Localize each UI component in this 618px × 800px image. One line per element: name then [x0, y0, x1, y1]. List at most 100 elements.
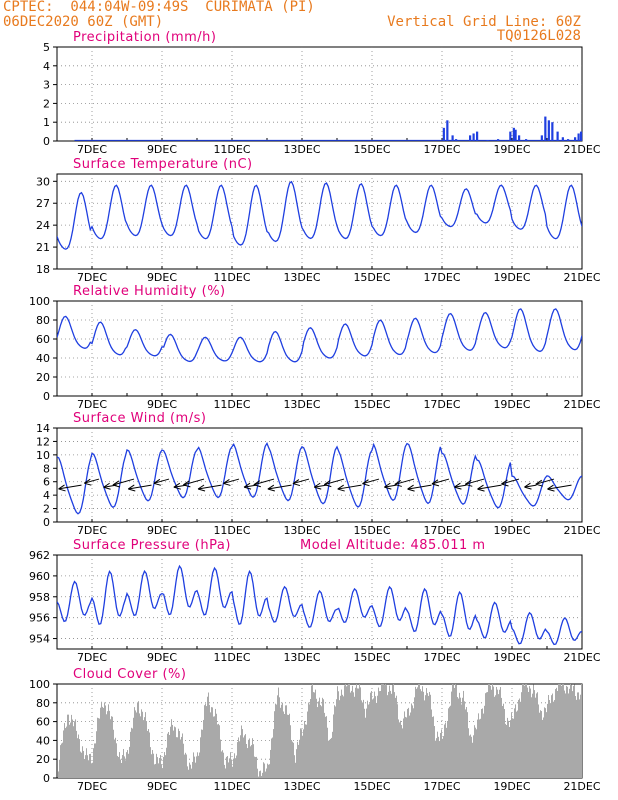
cloud-bar — [173, 730, 174, 778]
cloud-bar — [318, 701, 319, 778]
cloud-bar — [220, 739, 221, 778]
cloud-bar — [132, 728, 133, 778]
cloud-bar — [564, 690, 565, 778]
cloud-bar — [550, 703, 551, 778]
rh-y-tick-label: 100 — [29, 295, 50, 308]
cloud-bar — [434, 726, 435, 778]
temp-x-tick-label: 19DEC — [493, 271, 530, 284]
wind-vector — [292, 478, 310, 485]
cloud-bar — [314, 692, 315, 778]
cloud-bar — [250, 746, 251, 778]
cloud-bar — [509, 726, 510, 778]
cloud-bar — [200, 737, 201, 778]
pres-x-tick-label: 17DEC — [423, 651, 460, 664]
cloud-bar — [96, 731, 97, 778]
cloud-y-tick-label: 20 — [36, 753, 50, 766]
cloud-bar — [115, 737, 116, 778]
wind-vector — [431, 478, 450, 485]
cloud-bar — [210, 712, 211, 778]
wind-vector — [477, 484, 502, 490]
cloud-bar — [367, 700, 368, 778]
cloud-bar — [523, 684, 524, 778]
cloud-bar — [465, 709, 466, 778]
cloud-bar — [515, 704, 516, 778]
cloud-bar — [241, 725, 242, 778]
cloud-bar — [126, 752, 127, 778]
cloud-bar — [522, 684, 523, 778]
cloud-bar — [574, 684, 575, 778]
cloud-y-tick-label: 0 — [43, 772, 50, 785]
cloud-bar — [372, 699, 373, 778]
cloud-bar — [212, 707, 213, 778]
cloud-bar — [420, 689, 421, 778]
cloud-bar — [163, 756, 164, 778]
wind-vector-head — [384, 482, 392, 490]
panel-pres: 954 956 958 960 962 7DEC 9DEC 11DEC 13DEC 15DEC 17… — [29, 538, 601, 664]
cloud-bar — [298, 744, 299, 778]
cloud-bar — [205, 703, 206, 778]
cloud-bar — [158, 763, 159, 778]
cloud-bar — [217, 724, 218, 778]
cloud-bar — [78, 734, 79, 778]
cloud-bar — [334, 705, 335, 778]
cloud-bar — [182, 733, 183, 778]
cloud-y-tick-label: 100 — [29, 678, 50, 691]
cloud-bar — [180, 739, 181, 778]
cloud-bar — [289, 713, 290, 778]
cloud-bar — [140, 716, 141, 778]
wind-vector-head — [524, 482, 532, 490]
cloud-bar — [236, 755, 237, 778]
cloud-bar — [270, 749, 271, 778]
cloud-bar — [471, 736, 472, 778]
header-model-code: TQ0126L028 — [496, 28, 581, 44]
cloud-bar — [491, 689, 492, 778]
cloud-bar — [492, 684, 493, 778]
cloud-bar — [138, 701, 139, 778]
precip-y-tick-label: 2 — [43, 97, 50, 110]
precip-bar — [446, 120, 449, 141]
cloud-bar — [496, 686, 497, 778]
cloud-bar — [214, 716, 215, 778]
rh-y-tick-label: 60 — [36, 333, 50, 346]
cloud-bar — [246, 743, 247, 778]
wind-x-tick-label: 15DEC — [353, 524, 390, 537]
precip-bar — [469, 135, 472, 141]
cloud-x-tick-label: 15DEC — [353, 780, 390, 793]
cloud-bar — [466, 707, 467, 778]
cloud-bar — [108, 704, 109, 778]
cloud-bar — [365, 717, 366, 778]
cloud-bar — [440, 732, 441, 778]
cloud-bar — [392, 684, 393, 778]
temp-series-line — [57, 180, 582, 250]
cloud-bar — [379, 691, 380, 778]
rh-title: Relative Humidity (%) — [73, 284, 226, 299]
wind-vector-head — [183, 480, 191, 488]
cloud-bar — [544, 707, 545, 778]
cloud-bar — [562, 684, 563, 778]
cloud-bar — [326, 716, 327, 778]
pres-title: Surface Pressure (hPa) — [73, 538, 231, 553]
cloud-bar — [101, 701, 102, 778]
wind-vector — [394, 478, 415, 485]
wind-vector — [197, 484, 222, 490]
cloud-bar — [224, 764, 225, 778]
cloud-bar — [141, 709, 142, 778]
cloud-bar — [68, 714, 69, 778]
cloud-bar — [484, 705, 485, 778]
cloud-bar — [59, 759, 60, 778]
cloud-bar — [354, 696, 355, 778]
temp-x-tick-label: 7DEC — [77, 271, 107, 284]
cloud-bar — [230, 752, 231, 778]
cloud-bar — [448, 708, 449, 778]
cloud-bar — [469, 735, 470, 778]
cloud-bar — [437, 731, 438, 778]
cloud-bar — [385, 684, 386, 778]
wind-vector-head — [112, 480, 121, 488]
cloud-bar — [426, 688, 427, 778]
precip-y-tick-label: 5 — [43, 41, 50, 54]
cloud-bar — [268, 764, 269, 778]
cloud-bar — [109, 710, 110, 778]
cloud-bar — [70, 722, 71, 778]
cloud-bar — [447, 720, 448, 778]
pres-frame — [56, 554, 583, 650]
